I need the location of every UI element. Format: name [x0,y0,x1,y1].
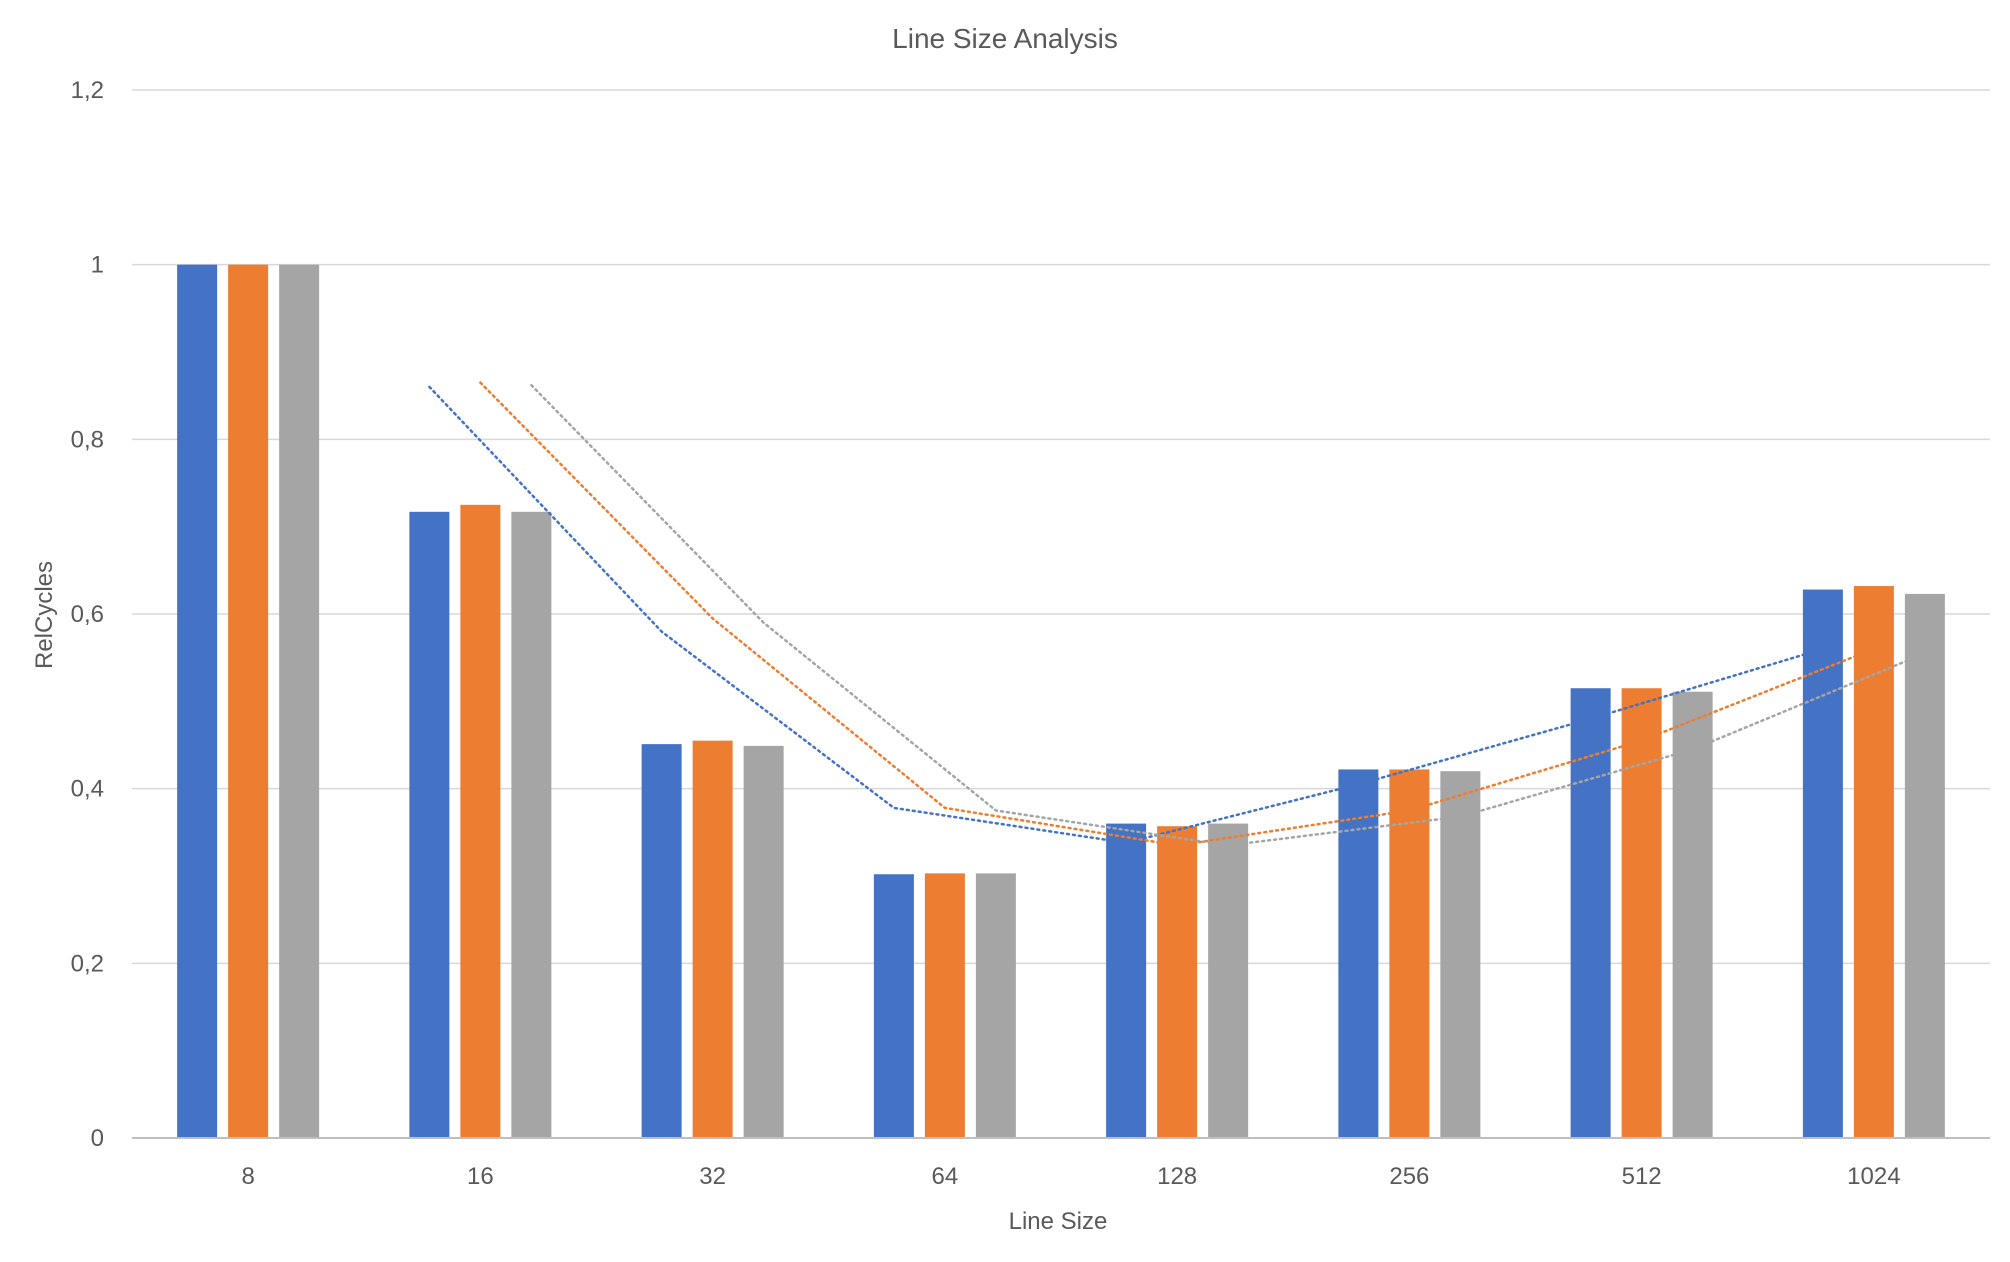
bar [279,264,320,1139]
bar [1338,769,1379,1138]
bar [511,511,552,1138]
trendline [479,381,1876,847]
y-tick-label: 0 [91,1125,104,1152]
x-tick-label: 8 [241,1163,254,1190]
trendline [428,385,1825,845]
bar [1440,771,1481,1138]
y-tick-label: 1,2 [71,77,104,104]
bar [1570,688,1611,1138]
bar [692,740,733,1138]
bar [924,873,965,1138]
bar [1208,823,1249,1138]
chart-title: Line Size Analysis [892,23,1118,54]
y-tick-label: 0,6 [71,601,104,628]
x-tick-label: 64 [932,1163,959,1190]
bar [1157,826,1198,1138]
bar [177,264,218,1139]
bar [228,264,269,1139]
x-tick-label: 32 [699,1163,726,1190]
bar [1904,593,1945,1138]
axes: 0 0,2 0,4 0,6 0,8 1 1,2 8 16 32 64 128 256 512 1024 [71,77,1990,1190]
x-tick-label: 1024 [1847,1163,1900,1190]
trendlines [428,381,1927,847]
trendline [530,383,1927,847]
bar [1106,823,1147,1138]
bars [177,264,1945,1139]
bar [1802,589,1843,1138]
bar [460,504,501,1138]
bar [1621,688,1662,1138]
bar [409,511,450,1138]
y-tick-label: 0,4 [71,776,104,803]
y-tick-label: 1 [91,252,104,279]
bar [1853,586,1894,1138]
bar [873,874,914,1138]
y-tick-label: 0,8 [71,426,104,453]
bar [975,873,1016,1138]
x-tick-label: 16 [467,1163,494,1190]
y-tick-label: 0,2 [71,950,104,977]
x-axis-title: Line Size [1009,1208,1108,1235]
x-tick-label: 512 [1622,1163,1662,1190]
x-tick-label: 256 [1389,1163,1429,1190]
bar [1389,769,1430,1138]
bar [743,745,784,1138]
x-tick-label: 128 [1157,1163,1197,1190]
y-axis-title: RelCycles [31,561,58,669]
bar [1672,691,1713,1138]
bar [641,744,682,1138]
